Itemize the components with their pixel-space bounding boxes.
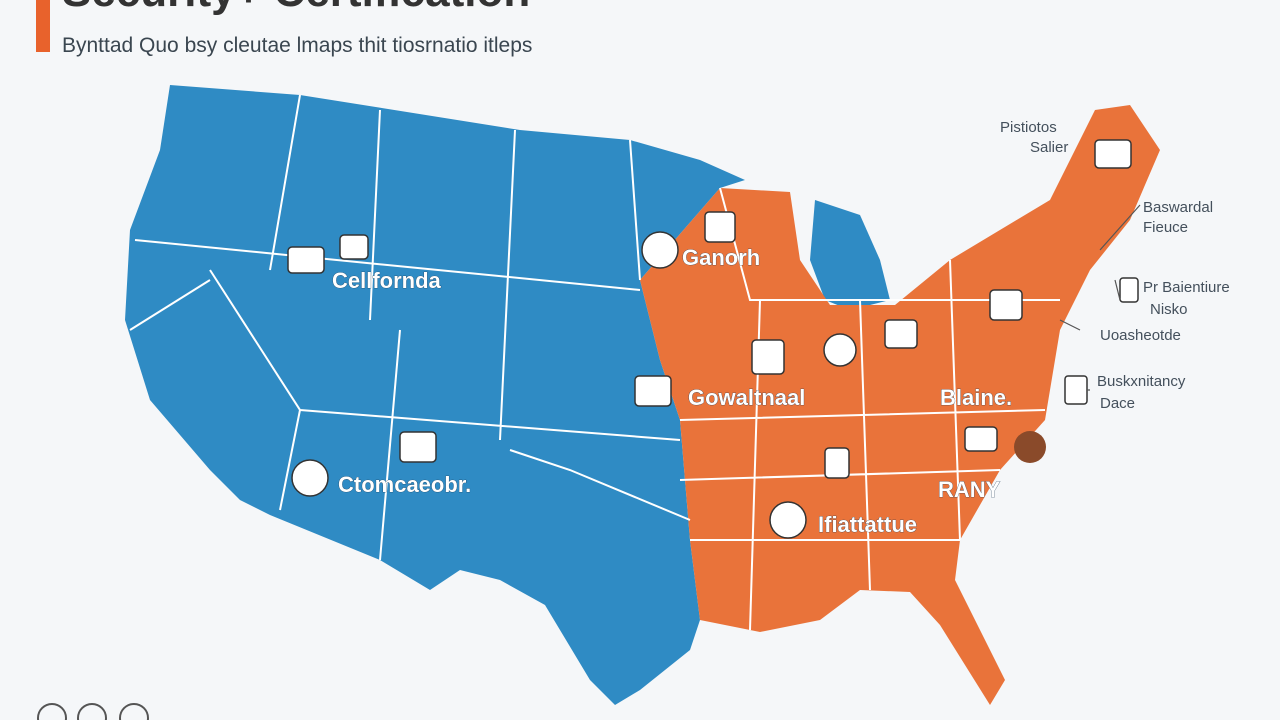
icon xyxy=(751,339,785,375)
callout: Salier xyxy=(1030,139,1068,156)
callout: Baswardal xyxy=(1143,199,1213,216)
callout: Uoasheotde xyxy=(1100,327,1181,344)
title-bar xyxy=(36,0,50,52)
callout: Fieuce xyxy=(1143,219,1188,236)
icon xyxy=(287,246,325,274)
map-label: Cellforndа xyxy=(332,268,442,293)
icon xyxy=(704,211,736,243)
callout: Pr Baientiure xyxy=(1143,279,1230,296)
icon xyxy=(641,231,679,269)
east-region xyxy=(640,105,1160,705)
icon xyxy=(339,234,369,260)
icon xyxy=(964,426,998,452)
callout: Pistiotos xyxy=(1000,119,1057,136)
footer-icon xyxy=(77,703,107,720)
icon xyxy=(884,319,918,349)
map-label: Ifiattattue xyxy=(818,512,917,537)
icon xyxy=(1119,277,1139,303)
icon xyxy=(634,375,672,407)
callout: Dace xyxy=(1100,395,1135,412)
west-region xyxy=(125,85,745,705)
map-label: Blaine. xyxy=(940,385,1012,410)
map-label: Gowaltnaal xyxy=(688,385,805,410)
title: Security+ Certification xyxy=(62,0,530,16)
icons xyxy=(287,139,1139,539)
footer-icon xyxy=(119,703,149,720)
map-label: RANY xyxy=(938,477,1001,502)
icon xyxy=(1094,139,1132,169)
icon xyxy=(1064,375,1088,405)
map-label: Ganorh xyxy=(682,245,760,270)
leader xyxy=(1059,204,1141,391)
icon xyxy=(1014,431,1046,463)
subtitle: Bynttad Quo bsy cleutae lmaps thit tiosr… xyxy=(62,34,532,57)
map-label: Ctomcaeobr. xyxy=(338,472,471,497)
state-borders xyxy=(129,94,1060,631)
callout: Buskxnitancy xyxy=(1097,373,1186,390)
icon xyxy=(769,501,807,539)
footer-icons xyxy=(37,703,149,720)
icon xyxy=(824,447,850,479)
michigan xyxy=(810,200,890,310)
icon xyxy=(291,459,329,497)
icon xyxy=(823,333,857,367)
callout: Nisko xyxy=(1150,301,1188,318)
callout-lines xyxy=(1059,204,1141,391)
icon xyxy=(989,289,1023,321)
icon xyxy=(399,431,437,463)
footer-icon xyxy=(37,703,67,720)
